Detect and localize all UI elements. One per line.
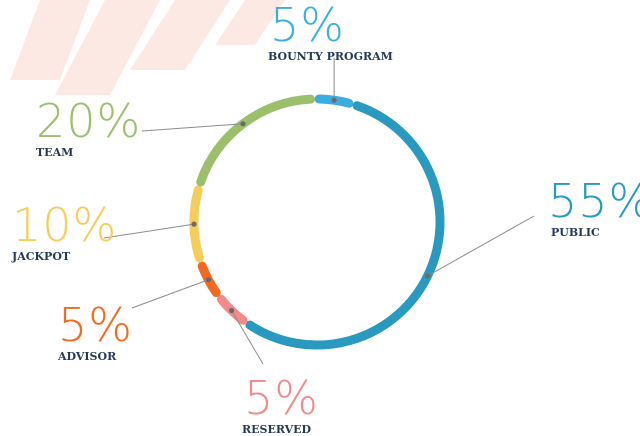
jackpot-label: JACKPOT [12, 250, 71, 263]
slice-public [245, 101, 445, 350]
callout-advisor: 5% ADVISOR [58, 302, 133, 363]
leader-dot [240, 121, 246, 127]
bounty-program-percent: 5% [270, 0, 345, 52]
jackpot-percent: 10% [12, 198, 118, 252]
reserved-percent: 5% [244, 371, 319, 425]
leader-line [427, 215, 535, 277]
leader-dot [205, 277, 211, 283]
callout-public: 55% PUBLIC [548, 178, 640, 239]
slice-team [196, 94, 316, 187]
leader-line [141, 123, 244, 132]
leader-line [131, 279, 209, 309]
bounty-program-label: BOUNTY PROGRAM [268, 50, 393, 63]
team-percent: 20% [36, 94, 142, 148]
advisor-percent: 5% [58, 298, 133, 352]
public-percent: 55% [548, 174, 640, 228]
reserved-label: RESERVED [242, 423, 312, 436]
leader-line [231, 310, 264, 365]
leader-line [103, 223, 195, 239]
callout-bounty-program: 5% BOUNTY PROGRAM [268, 2, 393, 63]
team-label: TEAM [36, 146, 74, 159]
callout-team: 20% TEAM [36, 98, 141, 159]
callout-reserved: 5% RESERVED [242, 375, 319, 436]
leader-dot [331, 97, 337, 103]
public-label: PUBLIC [551, 226, 600, 239]
leader-dot [191, 221, 197, 227]
callout-jackpot: 10% JACKPOT [12, 202, 117, 263]
leader-dot [228, 307, 235, 314]
advisor-label: ADVISOR [58, 350, 117, 363]
leader-dot [424, 273, 431, 279]
